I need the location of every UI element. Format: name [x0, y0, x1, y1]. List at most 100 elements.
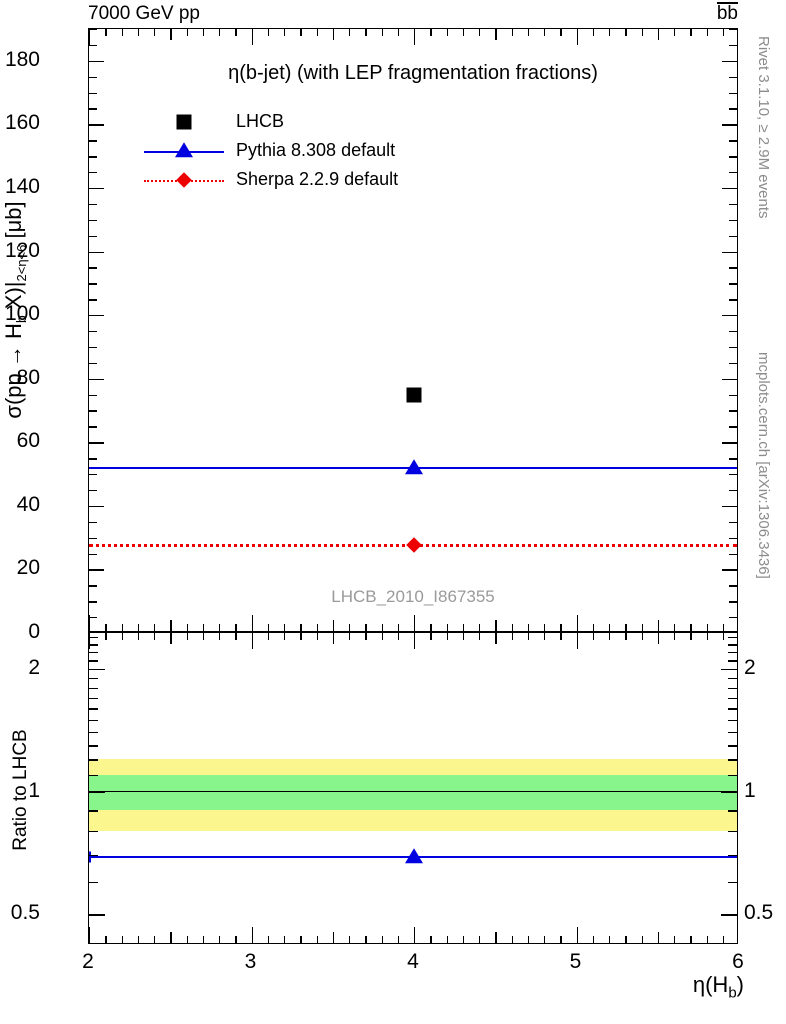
axis-tick	[729, 553, 737, 555]
axis-tick	[430, 633, 432, 640]
axis-tick	[609, 936, 611, 943]
axis-tick	[657, 932, 660, 943]
axis-tick	[284, 624, 286, 631]
axis-tick	[479, 936, 481, 943]
axis-tick	[690, 633, 692, 640]
axis-tick	[674, 29, 676, 36]
axis-tick	[706, 624, 708, 631]
y-tick-label-60: 60	[16, 429, 40, 453]
axis-tick	[137, 936, 140, 943]
axis-tick	[381, 633, 383, 640]
legend-label-sherpa: Sherpa 2.2.9 default	[236, 169, 399, 189]
axis-tick	[89, 156, 97, 158]
axis-tick	[690, 29, 692, 36]
axis-tick	[89, 124, 104, 126]
axis-tick	[284, 633, 286, 640]
axis-tick	[544, 29, 546, 36]
axis-tick	[89, 759, 98, 761]
axis-tick	[397, 29, 400, 36]
mcplots-source-note: mcplots.cern.ch [arXiv:1306.3436]	[755, 352, 772, 579]
axis-tick	[89, 719, 98, 722]
axis-tick	[89, 187, 104, 190]
header-beam-label: 7000 GeV pp	[88, 3, 200, 24]
pythia-ratio-marker	[405, 848, 423, 864]
axis-tick	[729, 44, 737, 47]
axis-tick	[657, 620, 660, 631]
axis-tick	[560, 624, 562, 631]
ratio-tick-label-1: 1	[28, 778, 40, 802]
axis-tick	[137, 29, 140, 36]
axis-tick	[251, 615, 253, 631]
axis-tick	[89, 283, 97, 285]
axis-tick	[89, 410, 97, 412]
axis-tick	[121, 624, 123, 631]
axis-tick	[365, 624, 367, 631]
axis-tick	[332, 633, 335, 644]
axis-tick	[728, 708, 737, 710]
axis-tick	[609, 29, 611, 36]
axis-tick	[728, 660, 737, 662]
ratio-tick-label-2: 2	[28, 655, 40, 679]
axis-tick	[728, 636, 737, 639]
axis-tick	[544, 936, 546, 943]
axis-tick	[722, 29, 725, 36]
axis-tick	[89, 474, 97, 476]
axis-tick	[202, 936, 205, 943]
axis-tick	[89, 346, 97, 349]
axis-tick	[729, 489, 737, 492]
axis-tick	[728, 881, 737, 884]
axis-tick	[300, 29, 302, 36]
axis-tick	[89, 914, 105, 916]
axis-tick	[89, 615, 91, 631]
axis-tick	[641, 624, 643, 631]
axis-tick	[729, 172, 737, 174]
axis-tick	[674, 633, 676, 640]
y-tick-label-80: 80	[16, 365, 40, 389]
axis-tick	[722, 936, 725, 943]
axis-tick	[527, 29, 530, 36]
y-tick-label-20: 20	[16, 556, 40, 580]
axis-tick	[105, 29, 107, 36]
axis-tick	[729, 458, 737, 460]
axis-tick	[592, 624, 595, 631]
axis-tick	[729, 283, 737, 285]
axis-tick	[170, 633, 172, 644]
axis-tick	[592, 29, 595, 36]
axis-tick	[722, 315, 737, 317]
axis-tick	[728, 732, 737, 734]
y-tick-label-0: 0	[28, 620, 40, 643]
axis-tick	[365, 29, 367, 36]
axis-tick	[729, 537, 737, 540]
axis-tick	[414, 633, 416, 649]
axis-tick	[657, 633, 660, 644]
axis-tick	[89, 881, 98, 884]
legend-label-lhcb: LHCB	[236, 111, 285, 131]
x-tick-label-3: 3	[244, 950, 257, 973]
axis-tick	[706, 936, 708, 943]
axis-tick	[511, 936, 513, 943]
ratio-reference-line	[89, 790, 737, 793]
axis-tick	[729, 235, 737, 238]
axis-tick	[729, 617, 737, 619]
header-process-label: bb	[716, 2, 738, 25]
axis-tick	[397, 624, 400, 631]
legend-key-lhcb	[140, 108, 228, 137]
axis-tick	[446, 624, 448, 631]
axis-tick	[89, 44, 97, 47]
axis-tick	[430, 936, 432, 943]
axis-tick	[722, 60, 737, 63]
axis-tick	[511, 624, 513, 631]
axis-tick	[560, 633, 562, 640]
axis-tick	[332, 29, 335, 40]
axis-tick	[89, 299, 97, 301]
axis-tick	[729, 331, 737, 333]
axis-tick	[560, 936, 562, 943]
x-tick-label-4: 4	[407, 950, 419, 973]
axis-tick	[89, 652, 98, 654]
axis-tick	[721, 791, 737, 793]
axis-tick	[527, 624, 530, 631]
axis-tick	[89, 810, 98, 812]
axis-tick	[722, 124, 737, 126]
axis-tick	[641, 29, 643, 36]
axis-tick	[316, 624, 318, 631]
